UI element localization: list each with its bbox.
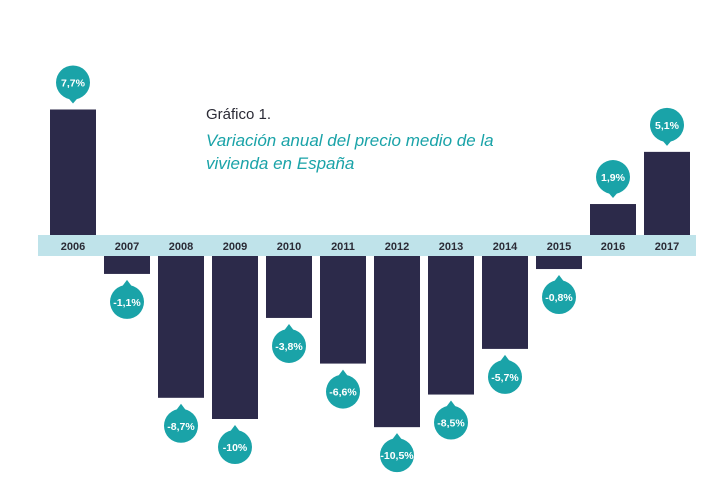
badge-2007 (110, 284, 144, 319)
data-label-2014: -5,7% (491, 372, 519, 384)
tick-label-2007: 2007 (115, 241, 139, 253)
bar-2007 (104, 256, 150, 274)
data-label-2011: -6,6% (329, 387, 357, 399)
data-label-2007: -1,1% (113, 297, 141, 309)
bar-2014 (482, 256, 528, 349)
badge-2010 (272, 328, 306, 363)
tick-label-2012: 2012 (385, 241, 409, 253)
badge-2009 (218, 430, 252, 464)
badge-2016 (596, 160, 630, 195)
bar-2006 (50, 109, 96, 235)
badge-2014 (488, 359, 522, 394)
bar-2011 (320, 256, 366, 364)
bar-2008 (158, 256, 204, 398)
data-label-2016: 1,9% (601, 172, 626, 184)
tick-label-2017: 2017 (655, 241, 679, 253)
badge-2015 (542, 280, 576, 315)
tick-label-2008: 2008 (169, 241, 193, 253)
data-label-2012: -10,5% (380, 450, 414, 462)
tick-label-2009: 2009 (223, 241, 247, 253)
tick-labels-group: 2006 2007 2008 2009 2010 2011 2012 2013 2014 2015… (61, 241, 679, 253)
data-label-2006: 7,7% (61, 77, 86, 89)
badge-2013 (434, 405, 468, 440)
chart-title: Gráfico 1. (206, 106, 272, 123)
data-label-2010: -3,8% (275, 341, 303, 353)
badge-2011 (326, 374, 360, 409)
tick-label-2006: 2006 (61, 241, 85, 253)
badge-2017 (650, 107, 684, 142)
bar-2015 (536, 256, 582, 270)
badge-2006 (56, 65, 90, 100)
badge-2012 (380, 438, 414, 473)
tick-label-2010: 2010 (277, 241, 301, 253)
bar-2017 (644, 151, 690, 235)
tick-label-2015: 2015 (547, 241, 571, 253)
tick-label-2013: 2013 (439, 241, 463, 253)
axis-band (38, 235, 696, 256)
data-labels-group: 7,7% -1,1% -8,7% -10% -3,8% -6,6% -10,5% -8,5% -… (56, 65, 684, 473)
bar-2009 (212, 256, 258, 419)
data-label-2013: -8,5% (437, 418, 465, 430)
bar-2012 (374, 256, 420, 428)
tick-label-2014: 2014 (493, 241, 518, 253)
bar-2010 (266, 256, 312, 318)
bars-group (50, 109, 690, 428)
tick-label-2011: 2011 (331, 241, 355, 253)
data-label-2015: -0,8% (545, 292, 573, 304)
chart-subtitle: Variación anual del precio medio de la v… (206, 131, 494, 173)
data-label-2017: 5,1% (655, 120, 680, 132)
badge-2008 (164, 408, 198, 443)
data-label-2008: -8,7% (167, 421, 195, 433)
bar-2013 (428, 256, 474, 395)
data-label-2009: -10% (223, 442, 248, 454)
tick-label-2016: 2016 (601, 241, 625, 253)
bar-2016 (590, 204, 636, 235)
